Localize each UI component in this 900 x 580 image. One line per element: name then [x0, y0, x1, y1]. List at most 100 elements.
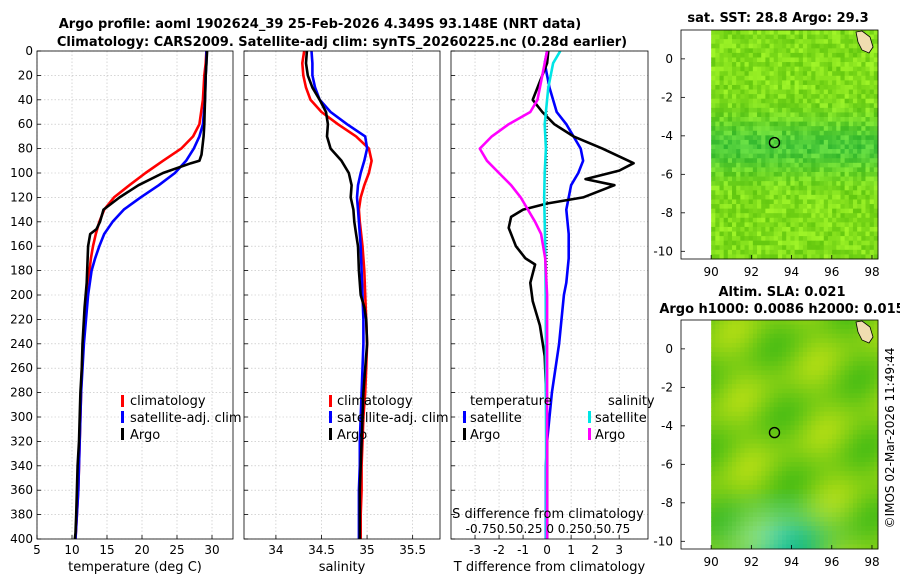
map-cell: [802, 320, 808, 325]
map-cell: [732, 370, 737, 376]
map-cell: [727, 254, 733, 260]
map-cell: [827, 416, 833, 422]
map-cell: [777, 388, 783, 394]
map-cell: [769, 329, 775, 335]
map-cell: [827, 457, 833, 463]
map-cell: [823, 139, 829, 145]
map-cell: [723, 498, 729, 504]
map-cell: [848, 144, 854, 150]
map-cell: [798, 112, 804, 118]
map-cell: [819, 62, 825, 68]
map-cell: [815, 126, 820, 132]
map-cell: [807, 39, 812, 45]
map-cell: [711, 512, 716, 518]
map-cell: [777, 107, 783, 113]
map-cell: [711, 379, 716, 385]
y-tick-label: 400: [10, 532, 33, 546]
map-cell: [769, 530, 775, 536]
map-cell: [852, 352, 858, 358]
map-cell: [848, 329, 854, 335]
legend-swatch-sal-argo: [588, 428, 591, 440]
map-cell: [815, 103, 820, 109]
map-cell: [840, 103, 846, 109]
map-cell: [807, 475, 812, 481]
map-cell: [769, 516, 775, 522]
map-cell: [740, 356, 745, 362]
map-cell: [752, 112, 758, 118]
map-cell: [807, 393, 812, 399]
map-cell: [711, 62, 716, 68]
map-cell: [744, 139, 750, 145]
map-cell: [790, 393, 795, 399]
map-cell: [865, 384, 871, 390]
map-cell: [786, 457, 791, 463]
map-cell: [790, 190, 795, 196]
map-cell: [761, 84, 766, 90]
map-cell: [782, 489, 787, 495]
map-cell: [782, 443, 787, 449]
map-cell: [727, 112, 733, 118]
map-cell: [873, 530, 879, 536]
map-cell: [740, 30, 745, 35]
map-cell: [740, 402, 745, 408]
map-cell: [861, 484, 866, 490]
map-cell: [761, 370, 766, 376]
map-cell: [811, 494, 816, 500]
map-cell: [840, 43, 846, 49]
map-cell: [732, 342, 737, 348]
map-cell: [723, 512, 729, 518]
map-cell: [827, 452, 833, 458]
map-cell: [761, 240, 766, 246]
map-cell: [765, 181, 770, 187]
map-cell: [807, 320, 812, 325]
map-cell: [744, 226, 750, 232]
map-cell: [748, 204, 754, 210]
map-cell: [827, 539, 833, 545]
map-cell: [827, 352, 833, 358]
map-cell: [748, 530, 754, 536]
map-cell: [790, 167, 795, 173]
map-cell: [861, 448, 866, 454]
map-cell: [865, 84, 871, 90]
map-cell: [715, 139, 720, 145]
map-cell: [765, 217, 770, 223]
map-cell: [777, 402, 783, 408]
map-cell: [807, 190, 812, 196]
map-cell: [869, 117, 875, 122]
map-cell: [782, 471, 787, 477]
figure-title-line1: Argo profile: aoml 1902624_39 25-Feb-202…: [59, 17, 581, 32]
map-cell: [769, 48, 775, 54]
map-cell: [832, 324, 837, 330]
map-cell: [832, 89, 837, 95]
map-cell: [815, 356, 820, 362]
map-cell: [732, 443, 737, 449]
map-cell: [815, 48, 820, 54]
map-cell: [773, 494, 779, 500]
map-cell: [857, 402, 862, 408]
map-cell: [723, 249, 729, 255]
map-cell: [865, 443, 871, 449]
map-cell: [811, 167, 816, 173]
map-cell: [744, 489, 750, 495]
map-cell: [848, 89, 854, 95]
map-cell: [798, 416, 804, 422]
map-cell: [727, 516, 733, 522]
map-cell: [852, 121, 858, 127]
map-cell: [865, 199, 871, 205]
map-cell: [869, 135, 875, 141]
map-cell: [832, 240, 837, 246]
map-cell: [802, 135, 808, 141]
map-cell: [840, 135, 846, 141]
map-cell: [752, 34, 758, 40]
map-cell: [773, 121, 779, 127]
map-cell: [798, 222, 804, 228]
map-cell: [765, 443, 770, 449]
map-cell: [798, 329, 804, 335]
map-cell: [757, 167, 762, 173]
map-cell: [719, 384, 725, 390]
map-cell: [815, 489, 820, 495]
map-cell: [840, 158, 846, 164]
map-cell: [848, 393, 854, 399]
map-cell: [723, 185, 729, 191]
map-cell: [861, 249, 866, 255]
